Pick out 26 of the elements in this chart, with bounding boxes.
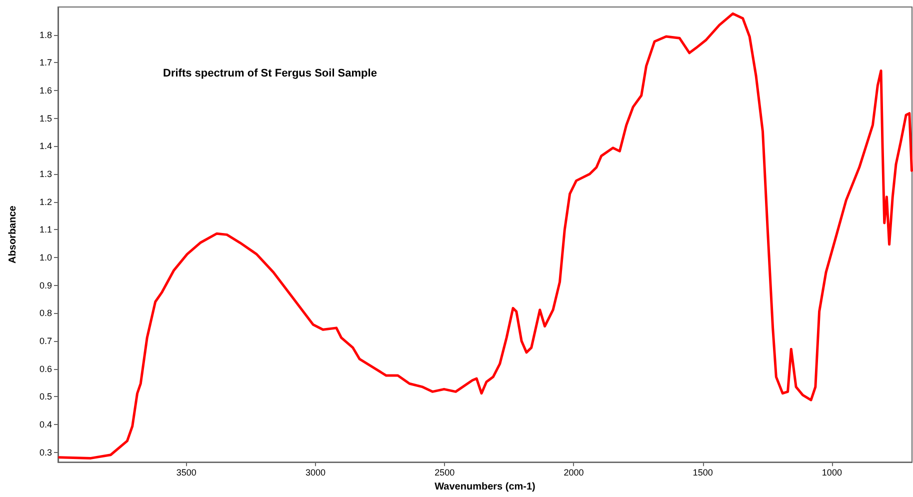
x-axis-title: Wavenumbers (cm-1) bbox=[434, 482, 536, 492]
x-tick-label: 2500 bbox=[434, 468, 455, 478]
y-tick-label: 0.7 bbox=[39, 336, 52, 346]
x-tick-label: 2000 bbox=[564, 468, 584, 478]
y-tick-label: 0.3 bbox=[39, 447, 52, 458]
x-tick-label: 3000 bbox=[305, 468, 326, 478]
y-axis-title: Absorbance bbox=[8, 205, 18, 264]
y-tick-label: 0.6 bbox=[39, 364, 52, 374]
y-tick-label: 0.8 bbox=[39, 308, 52, 318]
y-tick-label: 0.9 bbox=[39, 280, 52, 290]
y-tick-label: 1.4 bbox=[39, 141, 52, 152]
y-tick-label: 1.0 bbox=[39, 252, 52, 263]
y-tick-label: 1.8 bbox=[39, 30, 52, 40]
text: Drifts spectrum of St Fergus Soil Sample bbox=[163, 68, 377, 80]
y-tick-label: 0.5 bbox=[39, 392, 52, 402]
y-tick-label: 1.7 bbox=[39, 58, 52, 68]
y-tick-label: 1.3 bbox=[39, 169, 52, 180]
line-series bbox=[58, 12, 913, 460]
y-tick-label: 1.6 bbox=[39, 86, 52, 96]
y-tick-label: 1.5 bbox=[39, 113, 52, 124]
y-tick-label: 1.1 bbox=[39, 224, 52, 235]
x-tick-label: 1000 bbox=[822, 468, 842, 478]
x-tick-label: 3500 bbox=[176, 468, 196, 478]
x-tick-label: 1500 bbox=[692, 468, 713, 478]
y-tick-label: 1.2 bbox=[39, 196, 52, 207]
y-tick-label: 0.4 bbox=[39, 420, 52, 430]
